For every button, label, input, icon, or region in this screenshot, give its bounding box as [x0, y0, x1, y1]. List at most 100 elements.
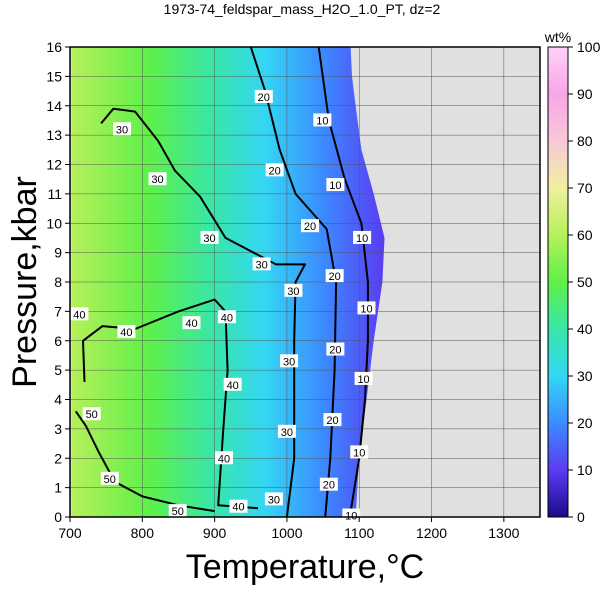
y-tick-label: 5 — [54, 362, 62, 378]
contour-label-bg — [354, 371, 373, 385]
contour-line — [100, 107, 306, 517]
contour-label: 40 — [221, 312, 233, 324]
y-tick-label: 0 — [54, 509, 62, 525]
contour-label-bg — [357, 301, 376, 315]
contours: 1010101010101020202020202020303030303030… — [70, 47, 376, 523]
contour-20: 20 20 20 20 20 20 20 — [249, 47, 345, 517]
contour-label: 20 — [269, 165, 281, 177]
x-axis-title: Temperature,°C — [186, 548, 424, 586]
y-tick-label: 1 — [54, 480, 62, 496]
axes: 700 800 900 1000 1100 1200 1300012345678910111… — [46, 39, 541, 541]
contour-label-bg — [323, 413, 342, 427]
contour-label-bg — [70, 307, 89, 321]
contour-label: 40 — [232, 502, 244, 514]
contour-label: 40 — [73, 309, 85, 321]
contour-label-bg — [319, 477, 338, 491]
contour-label: 30 — [281, 427, 293, 439]
y-tick-label: 11 — [47, 186, 62, 202]
contour-50: 50 50 50 — [74, 407, 215, 518]
contour-label-bg — [284, 283, 303, 297]
contour-label: 30 — [203, 233, 215, 245]
contour-label-bg — [182, 316, 201, 330]
contour-label-bg — [254, 89, 273, 103]
contour-label-bg — [215, 451, 234, 465]
colorbar: wt% 0 10 20 30 40 50 60 70 80 90 100 — [544, 29, 601, 525]
contour-label-bg — [117, 324, 136, 338]
contour-label-bg — [82, 407, 101, 421]
contour-label-bg — [301, 219, 320, 233]
colorbar-tick-label: 30 — [577, 368, 593, 384]
contour-label-bg — [223, 377, 242, 391]
contour-label: 40 — [120, 327, 132, 339]
contour-label-bg — [264, 492, 283, 506]
contour-label-bg — [353, 230, 372, 244]
contour-label-bg — [200, 230, 219, 244]
contour-label: 40 — [185, 318, 197, 330]
contour-label: 20 — [304, 221, 316, 233]
contour-label: 20 — [323, 480, 335, 492]
contour-label: 30 — [268, 494, 280, 506]
contour-label-bg — [100, 471, 119, 485]
colorbar-scale — [547, 46, 569, 518]
contour-label: 30 — [255, 259, 267, 271]
contour-label: 30 — [287, 286, 299, 298]
contour-label-bg — [168, 504, 187, 518]
colorbar-tick-label: 70 — [577, 180, 593, 196]
x-tick-label: 1200 — [416, 525, 447, 541]
colorbar-tick-label: 40 — [577, 321, 593, 337]
x-tick-label: 900 — [203, 525, 227, 541]
contour-label-bg — [113, 122, 132, 136]
y-axis-title: Pressure,kbar — [6, 176, 44, 388]
contour-line — [317, 47, 369, 517]
y-tick-label: 15 — [46, 68, 62, 84]
y-tick-label: 6 — [54, 333, 62, 349]
y-tick-label: 12 — [46, 157, 62, 173]
contour-label: 40 — [227, 380, 239, 392]
contour-label-bg — [252, 257, 271, 271]
colorbar-label: wt% — [544, 29, 571, 45]
colorbar-tick-label: 90 — [577, 86, 593, 102]
colorbar-tick-label: 0 — [577, 509, 585, 525]
x-tick-label: 1300 — [488, 525, 519, 541]
contour-label-bg — [280, 354, 299, 368]
colorbar-tick-label: 50 — [577, 274, 593, 290]
contour-label: 10 — [353, 447, 365, 459]
contour-label: 10 — [329, 180, 341, 192]
colorbar-tick-label: 80 — [577, 133, 593, 149]
contour-label: 50 — [172, 506, 184, 518]
contour-label-bg — [342, 508, 361, 522]
contour-label: 20 — [258, 92, 270, 104]
x-tick-label: 700 — [58, 525, 82, 541]
y-tick-label: 7 — [54, 303, 62, 319]
contour-label-bg — [277, 424, 296, 438]
colorbar-ticks: 0 10 20 30 40 50 60 70 80 90 100 — [568, 39, 601, 525]
x-tick-label: 1000 — [271, 525, 302, 541]
colorbar-tick-label: 20 — [577, 415, 593, 431]
contour-label-bg — [148, 172, 167, 186]
contour-label-bg — [326, 178, 345, 192]
contour-label: 30 — [116, 124, 128, 136]
colorbar-tick-label: 10 — [577, 462, 593, 478]
x-tick-label: 1100 — [344, 525, 374, 541]
contour-label-bg — [325, 269, 344, 283]
contour-label-bg — [229, 499, 248, 513]
contour-label-bg — [265, 163, 284, 177]
y-tick-label: 13 — [46, 127, 62, 143]
contour-40: 40 40 40 40 40 40 40 — [70, 298, 259, 514]
contour-30: 30 30 30 30 30 30 30 30 — [100, 107, 306, 517]
contour-label: 30 — [283, 356, 295, 368]
contour-label: 10 — [357, 374, 369, 386]
contour-label: 20 — [329, 345, 341, 357]
y-tick-label: 8 — [54, 274, 62, 290]
contour-label-bg — [350, 445, 369, 459]
contour-label: 10 — [356, 233, 368, 245]
contour-label: 50 — [104, 474, 116, 486]
contour-label: 10 — [360, 303, 372, 315]
y-tick-label: 16 — [46, 39, 62, 55]
contour-label: 50 — [86, 409, 98, 421]
contour-label-bg — [313, 113, 332, 127]
y-tick-label: 9 — [54, 245, 62, 261]
y-tick-label: 2 — [54, 450, 62, 466]
